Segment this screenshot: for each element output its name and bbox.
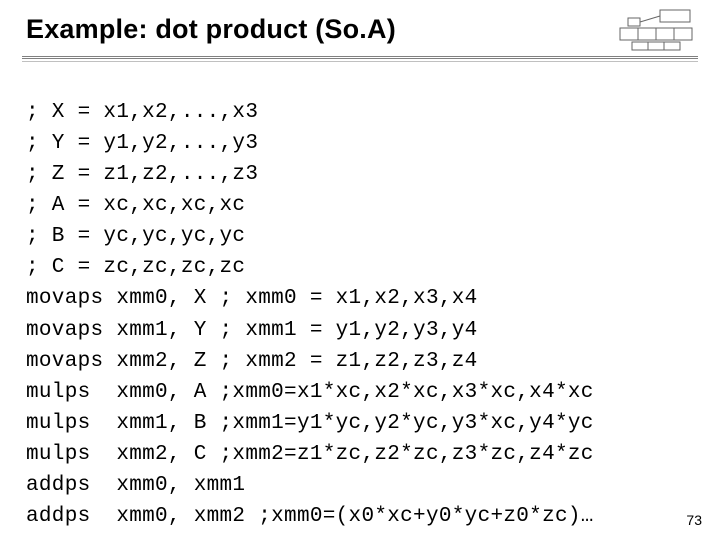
assembly-code: ; X = x1,x2,...,x3 ; Y = y1,y2,...,y3 ; …	[26, 97, 594, 532]
computer-icon	[618, 8, 696, 54]
page-number: 73	[686, 512, 702, 528]
title-rule-thin	[22, 61, 698, 62]
slide-title: Example: dot product (So.A)	[26, 14, 396, 45]
slide: Example: dot product (So.A) ; X = x1,x2,…	[0, 0, 720, 540]
title-rule	[22, 56, 698, 59]
